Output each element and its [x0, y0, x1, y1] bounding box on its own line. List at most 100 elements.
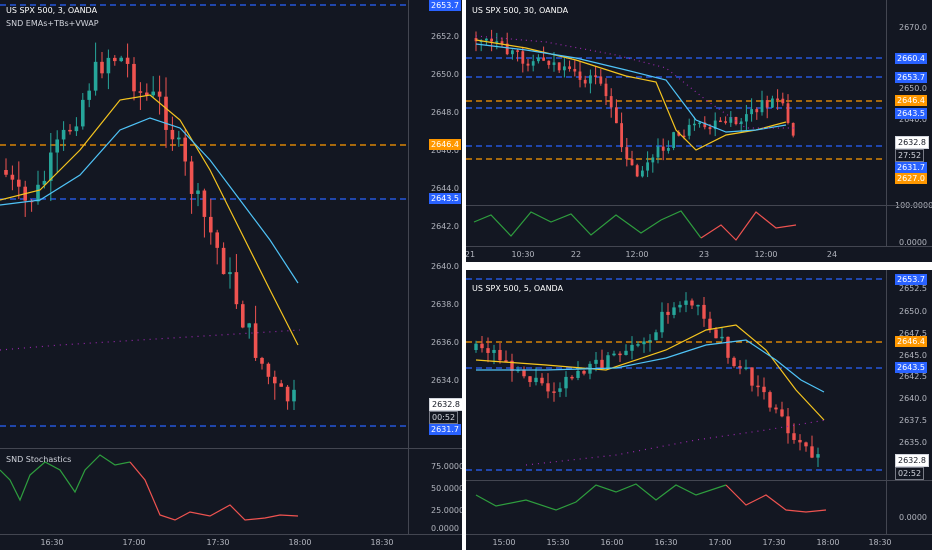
candle	[557, 62, 561, 71]
level-label-2631-7: 2631.7	[429, 424, 461, 435]
candle	[678, 304, 682, 308]
price-tick: 2640.0	[899, 394, 927, 403]
candle	[682, 135, 686, 138]
pane-divider[interactable]	[0, 448, 462, 449]
candle	[648, 340, 652, 342]
candle	[780, 409, 784, 417]
candle	[485, 38, 488, 41]
candle	[776, 98, 779, 101]
chart-panel-30m[interactable]: US SPX 500, 30, OANDA 2670.0 2650.0 2640…	[466, 0, 932, 262]
candle	[490, 38, 493, 42]
candle	[61, 129, 66, 140]
chart-plot-3m[interactable]	[0, 0, 408, 534]
stoch-tick: 75.0000	[431, 462, 462, 471]
candle	[641, 170, 644, 177]
candle	[756, 385, 760, 388]
vwap-line	[475, 35, 796, 129]
candle	[151, 91, 155, 96]
price-axis[interactable]: 2652.5 2650.0 2647.5 2645.0 2642.5 2640.…	[886, 270, 932, 534]
candle	[474, 38, 478, 42]
candle	[667, 147, 670, 151]
time-axis[interactable]: 15:00 15:30 16:00 16:30 17:00 17:30 18:0…	[466, 534, 932, 550]
candle	[234, 272, 239, 305]
candle	[209, 216, 213, 233]
candle	[791, 122, 795, 136]
candle	[273, 376, 277, 384]
candle	[600, 359, 604, 370]
price-tick: 2646.0	[431, 146, 459, 155]
candle	[119, 57, 123, 62]
candle	[10, 174, 15, 180]
candle	[666, 311, 670, 315]
candle	[511, 50, 514, 55]
candle	[132, 63, 136, 92]
candle	[474, 343, 478, 350]
candle	[531, 61, 535, 66]
candle	[547, 60, 551, 65]
candle	[42, 180, 47, 185]
candle	[630, 159, 634, 166]
level-label-2646-4: 2646.4	[895, 95, 927, 106]
price-axis[interactable]: 2670.0 2650.0 2640.0 2620.0 2660.4 2653.…	[886, 0, 932, 247]
time-axis[interactable]: 16:30 17:00 17:30 18:00 18:30	[0, 534, 462, 550]
price-tick: 2650.0	[431, 70, 459, 79]
candle	[690, 300, 694, 306]
candle	[599, 76, 603, 84]
time-tick: 21	[466, 250, 476, 259]
pane-divider[interactable]	[466, 480, 932, 481]
candle	[654, 332, 658, 341]
price-tick: 2640.0	[431, 262, 459, 271]
candle	[578, 71, 582, 80]
indicator-name: SND EMAs+TBs+VWAP	[6, 19, 99, 28]
candle	[266, 363, 271, 377]
price-tick: 2642.0	[431, 222, 459, 231]
price-tick: 2647.5	[899, 329, 927, 338]
candle	[760, 100, 764, 113]
chart-panel-3m[interactable]: US SPX 500, 3, OANDA SND EMAs+TBs+VWAP S…	[0, 0, 462, 550]
price-tick: 2648.0	[431, 108, 459, 117]
level-label-2653-7: 2653.7	[895, 274, 927, 285]
candle	[177, 137, 181, 140]
time-axis[interactable]: 21 10:30 22 12:00 23 12:00 24	[466, 246, 932, 262]
time-tick: 16:30	[40, 538, 64, 547]
bar-countdown: 00:52	[429, 411, 459, 424]
candle	[703, 122, 707, 128]
time-tick: 17:00	[708, 538, 732, 547]
candle	[93, 61, 98, 91]
price-axis[interactable]: 2652.0 2650.0 2648.0 2646.0 2644.0 2642.…	[408, 0, 462, 534]
time-tick: 17:30	[206, 538, 230, 547]
stoch-tick: 50.0000	[431, 484, 462, 493]
candle	[646, 162, 649, 171]
candle	[594, 359, 598, 364]
chart-panel-5m[interactable]: US SPX 500, 5, OANDA 2652.5 2650.0 2647.…	[466, 270, 932, 550]
candle	[625, 147, 629, 160]
bar-countdown: 02:52	[895, 467, 925, 480]
level-label-2643-5: 2643.5	[895, 108, 927, 119]
pane-divider[interactable]	[466, 205, 932, 206]
price-tick: 2637.5	[899, 416, 927, 425]
ema-slow-line	[475, 43, 787, 133]
candle	[486, 348, 490, 353]
candle	[537, 57, 540, 62]
price-tick: 2640.0	[899, 115, 927, 124]
time-tick: 18:30	[370, 538, 394, 547]
symbol-title: US SPX 500, 3, OANDA	[6, 6, 98, 15]
candle	[540, 377, 544, 384]
price-tick: 2650.0	[899, 307, 927, 316]
last-price-label: 2632.8	[895, 136, 929, 149]
symbol-title: US SPX 500, 5, OANDA	[472, 284, 564, 293]
ema-slow-line	[0, 117, 299, 284]
chart-plot-30m[interactable]	[466, 0, 886, 246]
candle	[113, 57, 117, 62]
candle	[713, 120, 717, 130]
candle	[732, 357, 736, 367]
candle	[745, 114, 748, 122]
candle	[49, 152, 53, 181]
candle	[698, 122, 701, 125]
candle	[17, 179, 21, 187]
candle	[615, 107, 618, 124]
chart-plot-5m[interactable]	[466, 270, 886, 534]
symbol-title: US SPX 500, 30, OANDA	[472, 6, 569, 15]
price-tick: 2650.0	[899, 84, 927, 93]
candle	[642, 341, 646, 345]
